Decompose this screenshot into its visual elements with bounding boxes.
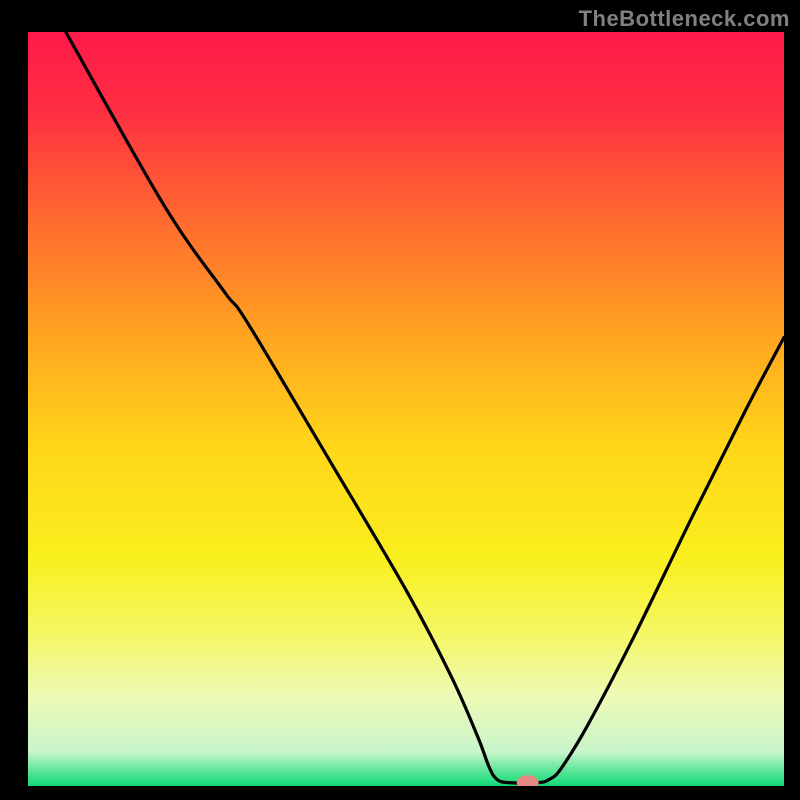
chart-plot-area bbox=[28, 32, 784, 786]
chart-background bbox=[28, 32, 784, 786]
watermark-text: TheBottleneck.com bbox=[579, 6, 790, 32]
chart-svg bbox=[28, 32, 784, 786]
